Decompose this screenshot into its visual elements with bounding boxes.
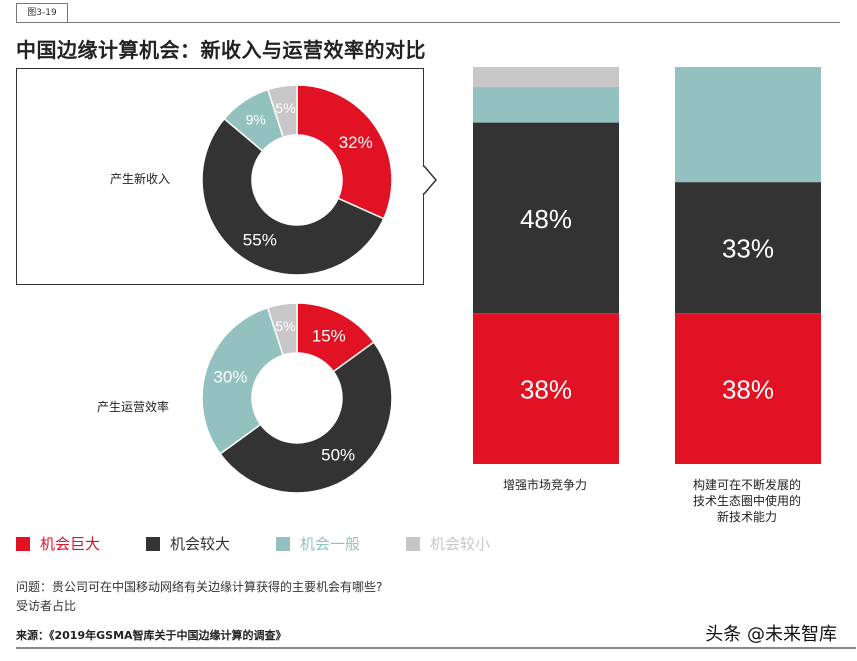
bar-data-label: 48% [520, 204, 572, 234]
legend-item: 机会一般 [276, 533, 406, 554]
question: 问题：贵公司可在中国移动网络有关边缘计算获得的主要机会有哪些? [16, 580, 383, 594]
donut-data-label: 15% [312, 327, 346, 346]
bottom-rule [16, 647, 856, 649]
bar-category-0: 增强市场竞争力 [450, 477, 640, 493]
donut-slice [296, 84, 393, 220]
bar-segment [473, 122, 619, 314]
legend-swatch [16, 536, 30, 551]
bar-data-label: 38% [722, 375, 774, 405]
legend-label: 机会一般 [300, 535, 361, 553]
donut-data-label: 5% [275, 318, 295, 334]
bar-segment [675, 313, 821, 464]
legend-swatch [406, 536, 420, 551]
legend-label: 机会巨大 [40, 535, 101, 553]
legend-label: 机会较小 [430, 535, 491, 553]
top-rule [16, 22, 840, 23]
bar-segment [675, 182, 821, 314]
legend-swatch [146, 536, 160, 551]
donut-slice [219, 341, 393, 494]
box-pointer [423, 165, 437, 195]
category-line: 构建可在不断发展的 [692, 478, 801, 492]
donut-slice [266, 302, 298, 357]
bar-data-label: 33% [722, 234, 774, 264]
donut-label-revenue: 产生新收入 [110, 172, 171, 186]
donut-label-efficiency: 产生运营效率 [97, 400, 170, 414]
donut-data-label: 9% [246, 112, 266, 128]
legend-label: 机会较大 [170, 535, 231, 553]
legend-swatch [276, 536, 290, 551]
watermark: 头条 @未来智库 [705, 624, 837, 645]
chart-title: 中国边缘计算机会：新收入与运营效率的对比 [16, 38, 426, 62]
donut-slice [201, 306, 285, 455]
donut-data-label: 55% [243, 230, 277, 249]
category-line: 增强市场竞争力 [502, 478, 587, 492]
bar-segment [473, 313, 619, 464]
bar-segment [473, 86, 619, 123]
legend-item: 机会较小 [406, 533, 536, 554]
source: 来源：《2019年GSMA智库关于中国边缘计算的调查》 [16, 629, 287, 642]
donut-data-label: 32% [339, 133, 373, 152]
box-pointer-gap [422, 167, 424, 193]
donut-data-label: 50% [321, 446, 355, 465]
donut-data-label: 5% [275, 100, 295, 116]
donut-data-label: 30% [213, 367, 247, 386]
category-line: 新技术能力 [716, 510, 777, 524]
legend-item: 机会较大 [146, 533, 276, 554]
bar-category-1: 构建可在不断发展的 技术生态圈中使用的 新技术能力 [652, 477, 842, 525]
legend-item: 机会巨大 [16, 533, 146, 554]
bar-data-label: 38% [520, 375, 572, 405]
donut-slice [266, 84, 298, 139]
unit-note: 受访者占比 [16, 599, 77, 613]
bar-segment [675, 67, 821, 183]
donut-slice [201, 117, 385, 276]
category-line: 技术生态圈中使用的 [692, 494, 801, 508]
bar-segment [473, 67, 619, 87]
legend: 机会巨大 机会较大 机会一般 机会较小 [16, 533, 536, 554]
